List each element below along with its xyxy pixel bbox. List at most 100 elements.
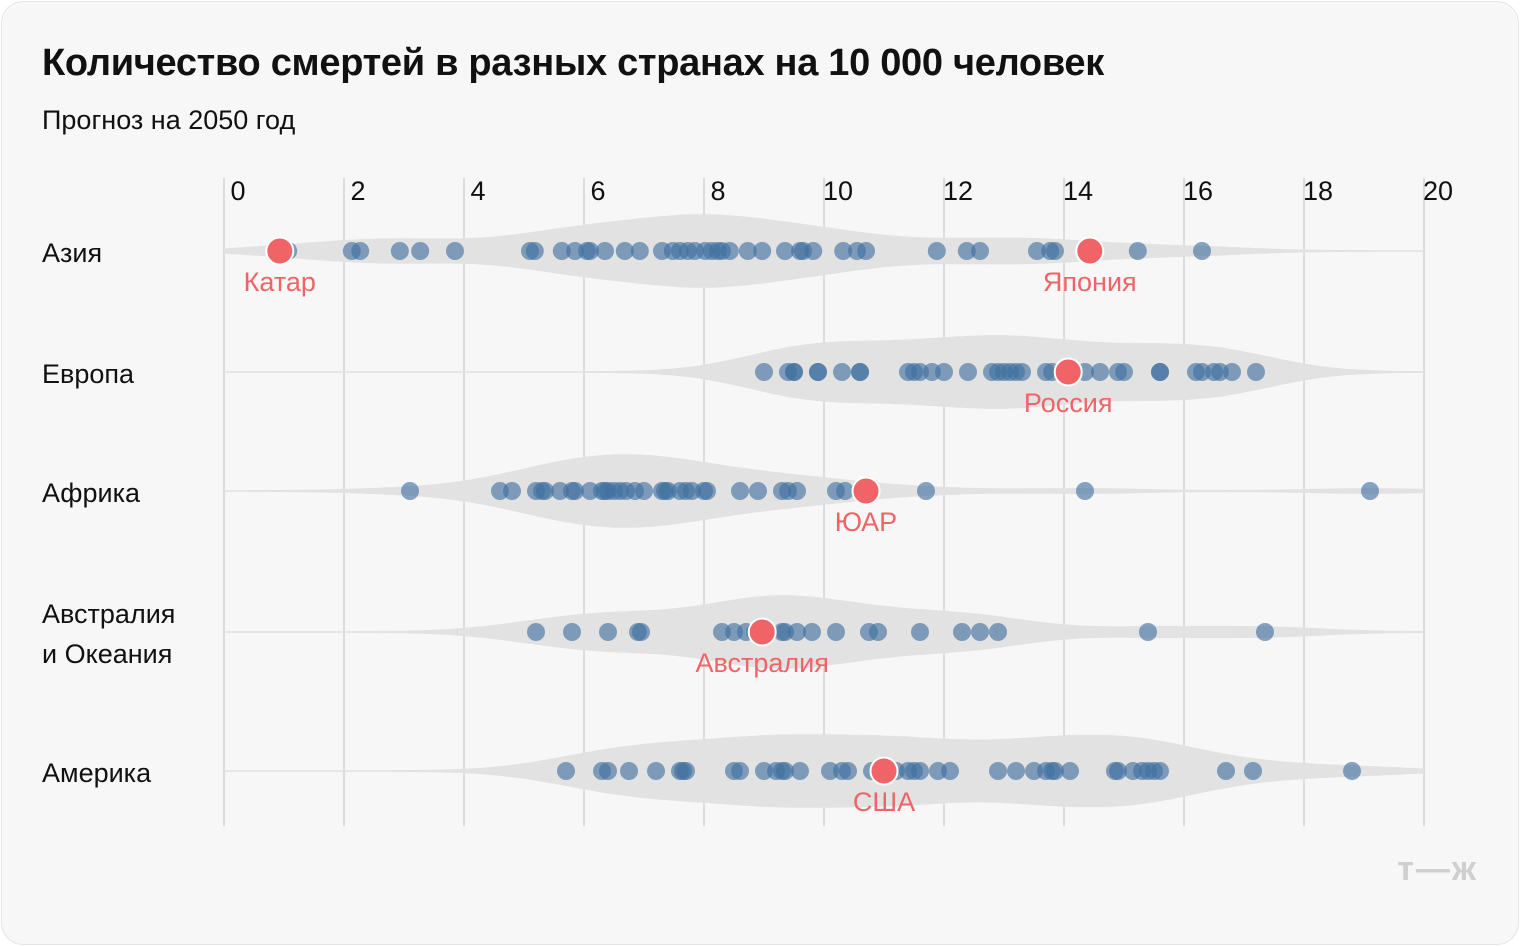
country-dot	[1151, 762, 1169, 780]
country-dot	[411, 242, 430, 260]
highlight-label: ЮАР	[835, 507, 897, 537]
country-dot	[869, 623, 887, 641]
row-label-asia: Азия	[42, 238, 103, 268]
country-dot	[1046, 762, 1064, 780]
country-dot	[851, 363, 869, 381]
country-dot	[1193, 242, 1211, 260]
country-dot	[581, 242, 599, 260]
x-tick-label: 10	[823, 176, 853, 206]
country-dot	[1217, 762, 1235, 780]
highlight-label: Россия	[1024, 388, 1113, 418]
highlight-dot	[1053, 357, 1083, 387]
country-dot	[1109, 762, 1127, 780]
country-dot	[599, 623, 617, 641]
highlight-dot	[747, 617, 777, 647]
country-dot	[1244, 762, 1262, 780]
country-dot	[911, 623, 929, 641]
country-dot	[755, 363, 773, 381]
country-dot	[1128, 242, 1147, 260]
country-dot	[566, 482, 584, 500]
country-dot	[788, 623, 806, 641]
country-dot	[647, 762, 665, 780]
country-dot	[804, 242, 823, 260]
country-dot	[1028, 242, 1046, 260]
country-dot	[989, 623, 1007, 641]
country-dot	[738, 242, 757, 260]
row-label-oceania-line1: Австралия	[42, 599, 176, 629]
country-dot	[720, 242, 739, 260]
country-dot	[836, 482, 854, 500]
x-tick-label: 0	[230, 176, 245, 206]
country-dot	[776, 762, 794, 780]
x-tick-label: 14	[1063, 176, 1093, 206]
country-dot	[698, 482, 716, 500]
violin-0	[224, 214, 1424, 288]
country-dot	[1343, 762, 1361, 780]
country-dot	[615, 242, 634, 260]
country-dot	[959, 363, 977, 381]
country-dot	[446, 242, 464, 260]
country-dot	[834, 242, 853, 260]
x-tick-label: 20	[1423, 176, 1453, 206]
country-dot	[731, 482, 749, 500]
highlight-dot	[1075, 236, 1105, 266]
country-dot	[809, 363, 827, 381]
country-dot	[957, 242, 976, 260]
highlight-label: США	[853, 787, 915, 817]
x-tick-label: 8	[710, 176, 725, 206]
country-dot	[677, 762, 695, 780]
country-dot	[620, 762, 638, 780]
x-tick-label: 4	[470, 176, 485, 206]
country-dot	[599, 762, 617, 780]
country-dot	[536, 482, 554, 500]
country-dot	[596, 242, 614, 260]
country-dot	[941, 762, 959, 780]
country-dot	[1256, 623, 1274, 641]
country-dot	[632, 623, 650, 641]
country-dot	[785, 363, 803, 381]
highlight-dot	[851, 476, 881, 506]
row-label-america: Америка	[42, 758, 152, 788]
country-dot	[1247, 363, 1265, 381]
country-dot	[1076, 482, 1094, 500]
violin-3	[224, 595, 1424, 669]
country-dot	[776, 242, 794, 260]
country-dot	[827, 623, 845, 641]
row-label-africa: Африка	[42, 478, 141, 508]
country-dot	[971, 623, 989, 641]
country-dot	[630, 242, 649, 260]
violin-2	[224, 454, 1424, 528]
country-dot	[749, 482, 767, 500]
country-dot	[401, 482, 419, 500]
country-dot	[989, 762, 1007, 780]
highlight-label: Катар	[244, 267, 316, 297]
country-dot	[1061, 762, 1079, 780]
country-dot	[839, 762, 857, 780]
country-dot	[911, 762, 929, 780]
country-dot	[1361, 482, 1379, 500]
country-dot	[563, 623, 581, 641]
x-tick-label: 2	[350, 176, 365, 206]
country-dot	[1013, 363, 1031, 381]
x-tick-label: 6	[590, 176, 605, 206]
country-dot	[833, 363, 851, 381]
country-dot	[803, 623, 821, 641]
country-dot	[971, 242, 989, 260]
country-dot	[917, 482, 935, 500]
highlight-dot	[869, 756, 899, 786]
highlight-dot	[265, 236, 295, 266]
country-dot	[1223, 363, 1241, 381]
x-tick-label: 16	[1183, 176, 1213, 206]
chart-subtitle: Прогноз на 2050 год	[42, 105, 296, 135]
country-dot	[390, 242, 409, 260]
country-dot	[731, 762, 749, 780]
country-dot	[1115, 363, 1133, 381]
country-dot	[525, 242, 544, 260]
highlight-label: Австралия	[695, 648, 828, 678]
country-dot	[1091, 363, 1109, 381]
row-label-oceania-line2: и Океания	[42, 639, 173, 669]
country-dot	[1046, 242, 1064, 260]
country-dot	[753, 242, 772, 260]
country-dot	[527, 623, 545, 641]
